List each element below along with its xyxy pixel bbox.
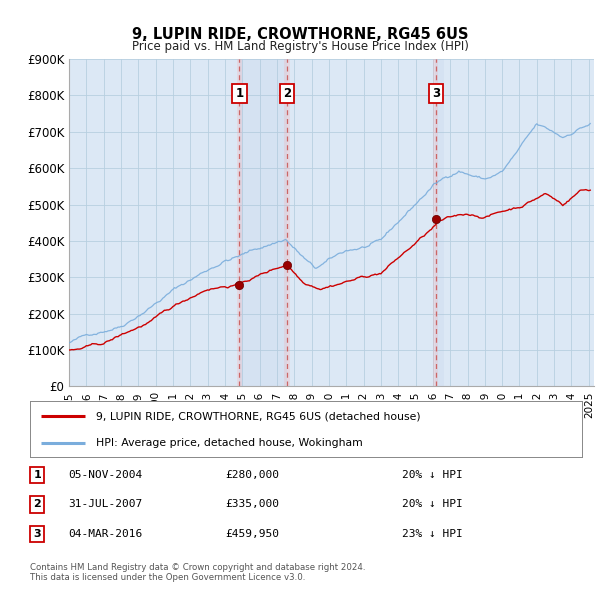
Text: 9, LUPIN RIDE, CROWTHORNE, RG45 6US: 9, LUPIN RIDE, CROWTHORNE, RG45 6US	[132, 27, 468, 42]
Text: 31-JUL-2007: 31-JUL-2007	[68, 500, 142, 509]
Text: 2: 2	[34, 500, 41, 509]
Bar	[435, 59, 445, 386]
Text: 9, LUPIN RIDE, CROWTHORNE, RG45 6US (detached house): 9, LUPIN RIDE, CROWTHORNE, RG45 6US (det…	[96, 411, 421, 421]
Text: HPI: Average price, detached house, Wokingham: HPI: Average price, detached house, Woki…	[96, 438, 363, 448]
Bar	[433, 59, 439, 386]
Text: 2: 2	[283, 87, 291, 100]
Text: 3: 3	[34, 529, 41, 539]
Text: £280,000: £280,000	[225, 470, 279, 480]
Text: 20% ↓ HPI: 20% ↓ HPI	[402, 500, 463, 509]
Text: Price paid vs. HM Land Registry's House Price Index (HPI): Price paid vs. HM Land Registry's House …	[131, 40, 469, 53]
Text: £459,950: £459,950	[225, 529, 279, 539]
Text: 05-NOV-2004: 05-NOV-2004	[68, 470, 142, 480]
Text: This data is licensed under the Open Government Licence v3.0.: This data is licensed under the Open Gov…	[30, 572, 305, 582]
Text: 04-MAR-2016: 04-MAR-2016	[68, 529, 142, 539]
Text: 1: 1	[235, 87, 244, 100]
Text: £335,000: £335,000	[225, 500, 279, 509]
Bar	[239, 59, 287, 386]
Text: 3: 3	[432, 87, 440, 100]
Text: 20% ↓ HPI: 20% ↓ HPI	[402, 470, 463, 480]
Bar	[284, 59, 290, 386]
Text: 1: 1	[34, 470, 41, 480]
Bar	[237, 59, 242, 386]
Text: 23% ↓ HPI: 23% ↓ HPI	[402, 529, 463, 539]
Text: Contains HM Land Registry data © Crown copyright and database right 2024.: Contains HM Land Registry data © Crown c…	[30, 563, 365, 572]
